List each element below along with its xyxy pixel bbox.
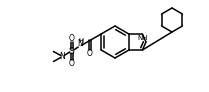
- Text: H: H: [79, 38, 84, 44]
- Text: O: O: [87, 49, 93, 58]
- Text: O: O: [69, 59, 75, 68]
- Text: NH: NH: [138, 36, 148, 41]
- Text: S: S: [69, 46, 75, 55]
- Text: N: N: [59, 52, 65, 61]
- Text: N: N: [77, 39, 83, 48]
- Text: O: O: [69, 34, 75, 43]
